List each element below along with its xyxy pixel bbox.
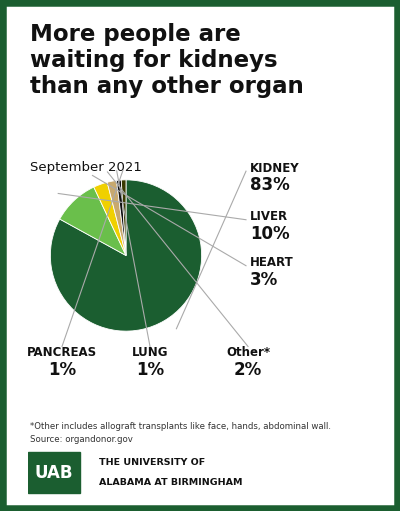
- Text: THE UNIVERSITY OF: THE UNIVERSITY OF: [98, 458, 205, 467]
- Text: 10%: 10%: [250, 225, 290, 243]
- Text: *Other includes allograft transplants like face, hands, abdominal wall.: *Other includes allograft transplants li…: [30, 422, 331, 431]
- Text: 1%: 1%: [48, 361, 76, 379]
- Text: Other*: Other*: [226, 346, 270, 359]
- Text: UAB: UAB: [34, 463, 73, 482]
- Text: ALABAMA AT BIRMINGHAM: ALABAMA AT BIRMINGHAM: [98, 478, 242, 487]
- Text: KIDNEY: KIDNEY: [250, 162, 300, 175]
- Wedge shape: [94, 182, 126, 256]
- Text: Source: organdonor.gov: Source: organdonor.gov: [30, 435, 133, 445]
- Wedge shape: [50, 180, 202, 331]
- Text: 2%: 2%: [234, 361, 262, 379]
- Text: 83%: 83%: [250, 176, 290, 194]
- Wedge shape: [107, 180, 126, 256]
- FancyBboxPatch shape: [28, 452, 80, 494]
- Wedge shape: [116, 180, 126, 256]
- Text: HEART: HEART: [250, 257, 294, 269]
- Text: September 2021: September 2021: [30, 161, 142, 174]
- Text: LIVER: LIVER: [250, 211, 288, 223]
- Text: More people are
waiting for kidneys
than any other organ: More people are waiting for kidneys than…: [30, 23, 304, 99]
- Text: LUNG: LUNG: [132, 346, 168, 359]
- Wedge shape: [60, 187, 126, 256]
- Text: 1%: 1%: [136, 361, 164, 379]
- Text: PANCREAS: PANCREAS: [27, 346, 97, 359]
- Text: 3%: 3%: [250, 271, 278, 289]
- Wedge shape: [121, 180, 126, 256]
